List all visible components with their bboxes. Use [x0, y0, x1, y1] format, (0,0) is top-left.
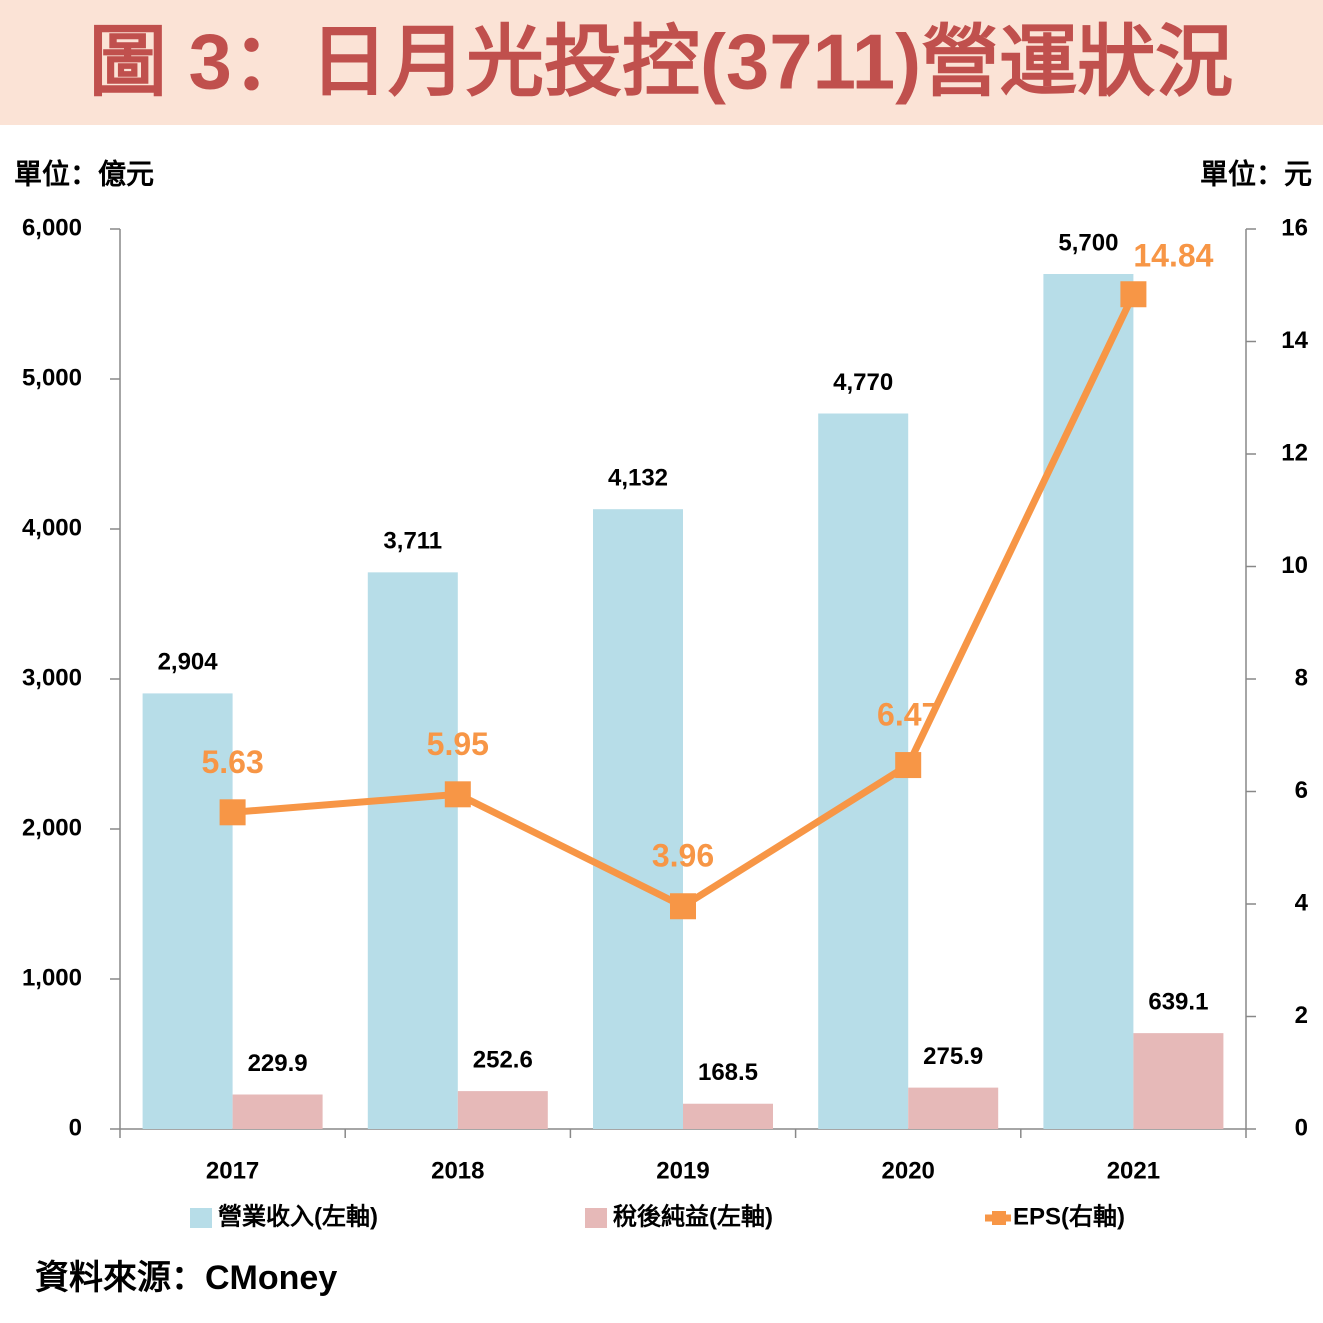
bar [367, 572, 458, 1129]
bar [232, 1094, 323, 1129]
bar [1133, 1033, 1224, 1129]
legend-swatch [585, 1208, 607, 1228]
data-label: 5.95 [427, 726, 489, 762]
y-tick-label: 4,000 [22, 514, 82, 541]
data-label: 168.5 [698, 1059, 758, 1086]
data-label: 5.63 [201, 744, 263, 780]
line-marker [895, 752, 922, 779]
bar [142, 693, 233, 1129]
data-label: 3,711 [383, 528, 442, 555]
data-label: 14.84 [1133, 238, 1213, 274]
line-marker [670, 893, 696, 920]
y-tick-label: 1,000 [22, 964, 82, 991]
bar [457, 1091, 548, 1129]
data-label: 5,700 [1058, 229, 1118, 256]
data-label: 229.9 [248, 1050, 308, 1077]
y2-tick-label: 14 [1281, 327, 1308, 354]
data-label: 4,770 [833, 369, 893, 396]
y2-tick-label: 4 [1295, 889, 1309, 916]
data-label: 4,132 [608, 465, 668, 492]
y-tick-label: 0 [69, 1114, 82, 1141]
legend-label: 稅後純益(左軸) [613, 1202, 773, 1230]
bar [683, 1103, 773, 1129]
legend-swatch [190, 1208, 212, 1228]
title-banner [0, 0, 1323, 125]
data-label: 639.1 [1148, 988, 1208, 1015]
y2-tick-label: 10 [1281, 552, 1308, 579]
x-tick-label: 2018 [431, 1157, 484, 1184]
line-marker [219, 799, 246, 826]
legend-swatch [992, 1211, 1006, 1225]
data-label: 275.9 [923, 1043, 983, 1070]
bar [593, 509, 683, 1129]
x-tick-label: 2020 [882, 1157, 935, 1184]
bar [1043, 274, 1134, 1129]
y2-tick-label: 8 [1295, 664, 1308, 691]
chart-title: 圖 3：日月光投控(3711)營運狀況 [89, 18, 1233, 106]
y2-tick-label: 16 [1281, 214, 1308, 241]
x-tick-label: 2021 [1107, 1157, 1160, 1184]
data-label: 2,904 [158, 649, 219, 676]
y2-tick-label: 12 [1281, 439, 1308, 466]
x-tick-label: 2019 [656, 1157, 709, 1184]
bar [908, 1087, 999, 1129]
line-marker [1120, 281, 1147, 308]
source: 資料來源：CMoney [35, 1259, 337, 1297]
data-label: 6.47 [877, 697, 939, 733]
y2-tick-label: 6 [1295, 777, 1308, 804]
data-label: 3.96 [652, 838, 714, 874]
line-marker [444, 781, 471, 808]
y-tick-label: 3,000 [22, 664, 82, 691]
x-tick-label: 2017 [206, 1157, 259, 1184]
y-tick-label: 6,000 [22, 214, 82, 241]
y2-tick-label: 0 [1295, 1114, 1308, 1141]
unit-left: 單位：億元 [14, 157, 154, 189]
data-label: 252.6 [473, 1046, 533, 1073]
y2-tick-label: 2 [1295, 1002, 1308, 1029]
legend-label: 營業收入(左軸) [218, 1203, 378, 1230]
y-tick-label: 5,000 [22, 364, 82, 391]
y-tick-label: 2,000 [22, 814, 82, 841]
legend-label: EPS(右軸) [1013, 1203, 1125, 1230]
unit-right: 單位：元 [1200, 157, 1312, 189]
